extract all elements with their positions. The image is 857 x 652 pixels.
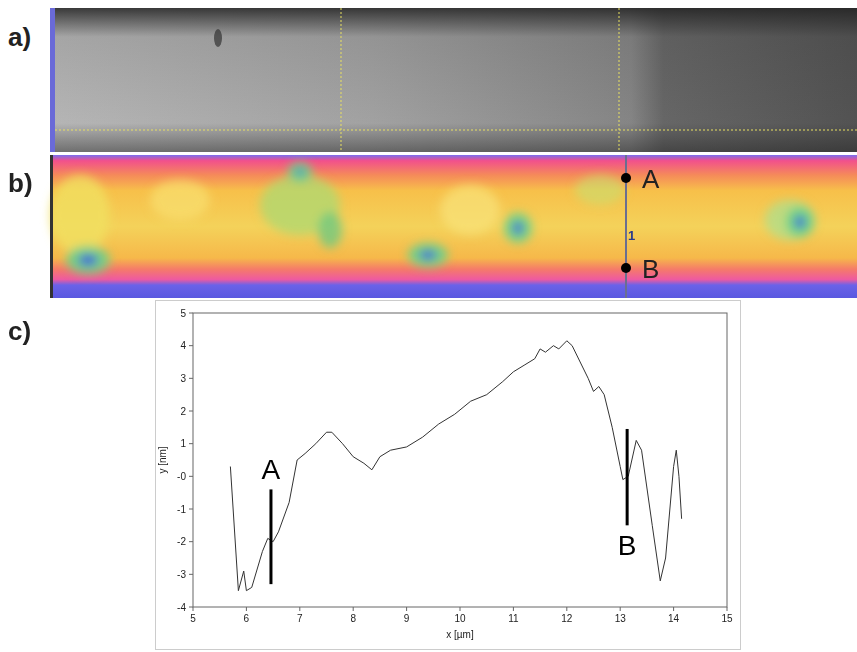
label: 11 bbox=[508, 613, 519, 624]
label: 2 bbox=[180, 406, 186, 417]
map-region bbox=[288, 162, 312, 182]
y-tick bbox=[189, 509, 193, 510]
map-region bbox=[408, 243, 448, 267]
plot-area bbox=[230, 341, 681, 591]
label: a) bbox=[8, 22, 31, 52]
profile-curve bbox=[230, 341, 681, 591]
label: -1 bbox=[177, 504, 186, 515]
x-tick bbox=[727, 607, 728, 611]
point-marker bbox=[621, 263, 631, 273]
label: -4 bbox=[177, 602, 186, 613]
map-region bbox=[765, 200, 815, 240]
panel-a bbox=[50, 8, 857, 152]
x-tick bbox=[193, 607, 194, 611]
map-region bbox=[513, 222, 523, 234]
label: A bbox=[642, 164, 660, 194]
x-tick bbox=[460, 607, 461, 611]
plot-frame bbox=[193, 313, 727, 607]
map-region bbox=[66, 246, 110, 274]
x-tick bbox=[353, 607, 354, 611]
map-region bbox=[786, 207, 814, 237]
map-region bbox=[318, 212, 342, 248]
label: B bbox=[642, 254, 659, 284]
map-region bbox=[575, 175, 625, 205]
spot bbox=[214, 29, 222, 47]
edge bbox=[50, 8, 55, 152]
label: b) bbox=[8, 168, 33, 198]
label: 1 bbox=[180, 438, 186, 449]
x-tick bbox=[299, 607, 300, 611]
label: 8 bbox=[350, 613, 356, 624]
label: x [µm] bbox=[446, 629, 474, 640]
y-tick bbox=[189, 541, 193, 542]
y-tick bbox=[189, 411, 193, 412]
micrograph bbox=[50, 8, 857, 152]
label: B bbox=[618, 530, 637, 561]
map-region bbox=[78, 255, 97, 266]
y-tick bbox=[189, 345, 193, 346]
label: 5 bbox=[190, 613, 196, 624]
annotation-line bbox=[269, 489, 272, 584]
label: 14 bbox=[668, 613, 680, 624]
map-region bbox=[50, 175, 110, 255]
height-map bbox=[50, 155, 857, 298]
label: 5 bbox=[180, 308, 186, 319]
label: -3 bbox=[177, 569, 186, 580]
x-tick bbox=[513, 607, 514, 611]
y-tick bbox=[189, 607, 193, 608]
point-marker bbox=[621, 173, 631, 183]
label: 13 bbox=[615, 613, 627, 624]
guide-line bbox=[55, 130, 857, 131]
chart-box bbox=[156, 301, 741, 650]
label: 10 bbox=[454, 613, 466, 624]
figure: a)1ABb)c)56789101112131415-4-3-2-1-01234… bbox=[0, 0, 857, 652]
map-region bbox=[296, 169, 303, 175]
map-region bbox=[504, 213, 532, 243]
micrograph-shade bbox=[50, 8, 857, 152]
y-tick bbox=[189, 476, 193, 477]
map-region bbox=[420, 251, 437, 259]
label: c) bbox=[8, 316, 31, 346]
map-region bbox=[150, 180, 210, 220]
label: 7 bbox=[297, 613, 303, 624]
map-features bbox=[50, 162, 815, 274]
label: 4 bbox=[180, 340, 186, 351]
y-tick bbox=[189, 443, 193, 444]
map-region bbox=[795, 216, 805, 228]
x-tick bbox=[620, 607, 621, 611]
x-tick bbox=[406, 607, 407, 611]
x-tick bbox=[246, 607, 247, 611]
edge bbox=[50, 155, 53, 298]
label: 12 bbox=[561, 613, 573, 624]
x-tick bbox=[673, 607, 674, 611]
x-tick bbox=[566, 607, 567, 611]
y-tick bbox=[189, 574, 193, 575]
label: 15 bbox=[721, 613, 733, 624]
panel-b bbox=[50, 155, 857, 298]
label: -0 bbox=[177, 471, 186, 482]
label: 6 bbox=[244, 613, 250, 624]
label: y [nm] bbox=[157, 446, 168, 473]
annotation-line bbox=[626, 429, 629, 525]
y-tick bbox=[189, 313, 193, 314]
label: 3 bbox=[180, 373, 186, 384]
map-region bbox=[440, 185, 500, 235]
y-tick bbox=[189, 378, 193, 379]
label: 9 bbox=[404, 613, 410, 624]
label: 1 bbox=[628, 228, 635, 243]
label: A bbox=[262, 454, 281, 485]
label: -2 bbox=[177, 536, 186, 547]
